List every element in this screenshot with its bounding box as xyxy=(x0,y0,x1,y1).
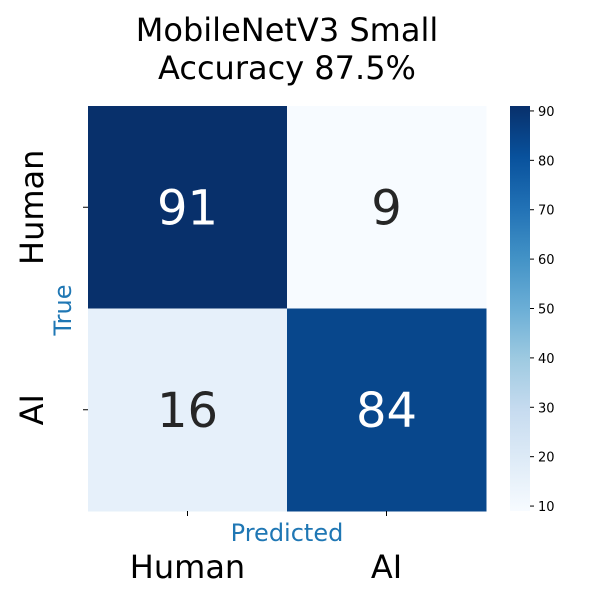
heatmap-cell xyxy=(88,308,288,512)
heatmap-cell xyxy=(287,106,487,309)
cell-value-label: 84 xyxy=(356,383,417,439)
x-tick-label: Human xyxy=(130,548,245,586)
colorbar-tick-label: 30 xyxy=(538,401,555,416)
cell-value-label: 91 xyxy=(157,180,218,236)
colorbar-ticks: 10 20 30 40 50 60 70 80 90 xyxy=(530,105,555,515)
colorbar-tick-label: 80 xyxy=(538,154,555,169)
y-axis-label: True xyxy=(49,285,77,337)
x-tick-label: AI xyxy=(371,548,402,586)
y-tick-label: Human xyxy=(13,150,51,265)
colorbar xyxy=(510,106,530,511)
colorbar-tick-label: 20 xyxy=(538,451,555,466)
colorbar-tick-label: 60 xyxy=(538,253,555,268)
y-tick-label: AI xyxy=(13,394,51,425)
colorbar-tick-label: 10 xyxy=(538,500,555,515)
colorbar-tick-label: 50 xyxy=(538,303,555,318)
x-axis-label: Predicted xyxy=(231,519,344,547)
heatmap-cells: 91 9 16 84 xyxy=(88,106,487,512)
chart-title-line-1: MobileNetV3 Small xyxy=(136,11,438,49)
cell-value-label: 9 xyxy=(371,180,402,236)
cell-value-label: 16 xyxy=(157,383,218,439)
heatmap-cell xyxy=(88,106,288,309)
chart-title-line-2: Accuracy 87.5% xyxy=(158,49,416,87)
colorbar-tick-label: 90 xyxy=(538,105,555,120)
colorbar-tick-label: 70 xyxy=(538,204,555,219)
axis-ticks: Human AI Human AI xyxy=(13,150,402,586)
colorbar-tick-label: 40 xyxy=(538,352,555,367)
heatmap-cell xyxy=(287,308,487,512)
